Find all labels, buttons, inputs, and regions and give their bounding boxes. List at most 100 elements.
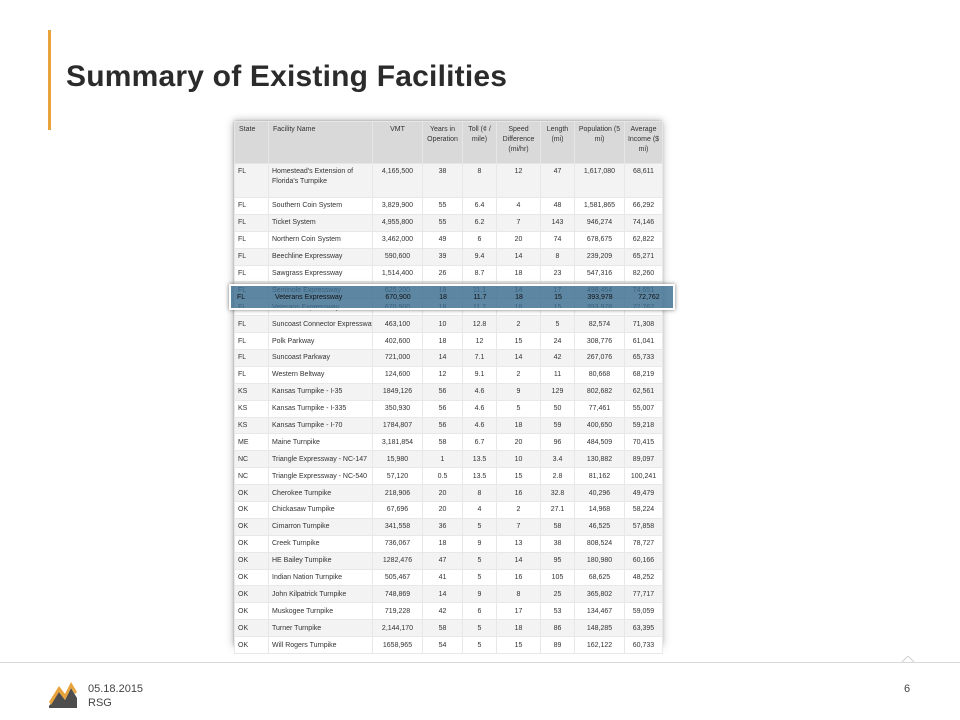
table-cell: 5 [462, 636, 497, 655]
table-cell: 55,007 [624, 399, 663, 418]
table-cell: Homestead's Extension of Florida's Turnp… [268, 163, 373, 198]
table-row: OK Cherokee Turnpike 218,906 20 8 16 32.8 40,29… [234, 484, 663, 503]
table-cell: Will Rogers Turnpike [268, 636, 373, 655]
table-cell: 53 [540, 602, 575, 621]
table-cell: 55 [422, 197, 463, 215]
table-cell: 14,968 [574, 501, 625, 519]
divider-notch-icon [902, 656, 914, 663]
table-cell: Turner Turnpike [268, 619, 373, 638]
table-cell: 14 [496, 551, 541, 570]
table-cell: 267,076 [574, 349, 625, 367]
table-cell: 20 [422, 501, 463, 519]
table-cell: Cherokee Turnpike [268, 484, 373, 503]
table-cell: 65,733 [624, 349, 663, 367]
table-cell: 7.1 [462, 349, 497, 367]
table-row: OK Indian Nation Turnpike 505,467 41 5 16 105 6… [234, 568, 663, 587]
table-row: KS Kansas Turnpike - I-35 1849,126 56 4.6 9 12… [234, 382, 663, 401]
table-cell: Kansas Turnpike - I-70 [268, 416, 373, 435]
table-cell: 7 [496, 517, 541, 536]
highlighted-cell: FL [237, 293, 246, 301]
table-cell: 400,650 [574, 416, 625, 435]
table-cell: 2,144,170 [372, 619, 423, 638]
table-cell: 60,166 [624, 551, 663, 570]
table-cell: 17 [496, 602, 541, 621]
table-cell: KS [234, 416, 269, 435]
table-cell: 2.8 [540, 467, 575, 486]
table-cell: 4,165,500 [372, 163, 423, 198]
highlighted-cell: Veterans Expressway [275, 293, 343, 301]
table-cell: 130,882 [574, 450, 625, 469]
table-cell: 1 [422, 450, 463, 469]
table-cell: Polk Parkway [268, 332, 373, 351]
table-cell: 77,717 [624, 585, 663, 604]
table-cell: OK [234, 534, 269, 553]
table-row: FL Suncoast Connector Expressway 463,100 10… [234, 315, 663, 334]
table-cell: 719,228 [372, 602, 423, 621]
table-cell: Suncoast Parkway [268, 349, 373, 367]
table-cell: FL [234, 264, 269, 283]
table-cell: Kansas Turnpike - I-335 [268, 399, 373, 418]
table-cell: KS [234, 399, 269, 418]
table-cell: 48 [540, 197, 575, 215]
table-cell: Suncoast Connector Expressway [268, 315, 373, 334]
table-cell: 239,209 [574, 247, 625, 266]
footer-organization: RSG [88, 697, 112, 709]
column-header: Length (mi) [540, 121, 575, 164]
table-cell: FL [234, 365, 269, 384]
table-cell: Maine Turnpike [268, 433, 373, 452]
column-header: Population (5 mi) [574, 121, 625, 164]
table-cell: 24 [540, 332, 575, 351]
title-accent-bar [48, 30, 51, 130]
table-row: OK Muskogee Turnpike 719,228 42 6 17 53 134,467… [234, 602, 663, 621]
table-cell: 484,509 [574, 433, 625, 452]
table-cell: 12 [496, 163, 541, 198]
facilities-table-container: State Facility Name VMT Years in Operation T… [234, 121, 663, 655]
table-cell: 20 [496, 230, 541, 249]
table-cell: 10 [422, 315, 463, 334]
table-cell: 100,241 [624, 467, 663, 486]
table-cell: 62,561 [624, 382, 663, 401]
table-cell: 25 [540, 585, 575, 604]
table-row: FL Western Beltway 124,600 12 9.1 2 11 80,668 68… [234, 365, 663, 384]
table-cell: 58 [540, 517, 575, 536]
table-cell: 27.1 [540, 501, 575, 519]
table-cell: 463,100 [372, 315, 423, 334]
facilities-table: State Facility Name VMT Years in Operation T… [234, 121, 663, 655]
page-number: 6 [904, 683, 911, 695]
table-cell: 547,316 [574, 264, 625, 283]
table-row: FL Ticket System 4,955,800 55 6.2 7 143 946,274… [234, 213, 663, 232]
table-cell: Southern Coin System [268, 197, 373, 215]
table-cell: 13.5 [462, 450, 497, 469]
table-cell: 8 [462, 484, 497, 503]
table-cell: 5 [462, 517, 497, 536]
table-cell: 4.6 [462, 382, 497, 401]
table-row: OK Cimarron Turnpike 341,558 36 5 7 58 46,525 57… [234, 517, 663, 536]
table-cell: HE Bailey Turnpike [268, 551, 373, 570]
highlighted-cell: 15 [554, 293, 562, 301]
table-cell: Ticket System [268, 213, 373, 232]
table-cell: 9 [462, 585, 497, 604]
table-cell: 946,274 [574, 213, 625, 232]
table-cell: 4.6 [462, 416, 497, 435]
table-cell: 13.5 [462, 467, 497, 486]
table-cell: 4 [496, 197, 541, 215]
table-cell: 60,733 [624, 636, 663, 655]
table-row: OK Creek Turnpike 736,067 18 9 13 38 808,524 78,… [234, 534, 663, 553]
table-cell: OK [234, 602, 269, 621]
table-cell: OK [234, 619, 269, 638]
table-cell: Creek Turnpike [268, 534, 373, 553]
table-cell: 12.8 [462, 315, 497, 334]
table-cell: 16 [496, 568, 541, 587]
table-cell: 143 [540, 213, 575, 232]
table-cell: 124,600 [372, 365, 423, 384]
table-cell: 4,955,800 [372, 213, 423, 232]
table-cell: 14 [496, 247, 541, 266]
table-cell: 74 [540, 230, 575, 249]
table-cell: Cimarron Turnpike [268, 517, 373, 536]
table-cell: 0.5 [422, 467, 463, 486]
table-cell: 1849,126 [372, 382, 423, 401]
table-cell: 341,558 [372, 517, 423, 536]
table-cell: 49 [422, 230, 463, 249]
table-cell: 32.8 [540, 484, 575, 503]
table-cell: 56 [422, 399, 463, 418]
